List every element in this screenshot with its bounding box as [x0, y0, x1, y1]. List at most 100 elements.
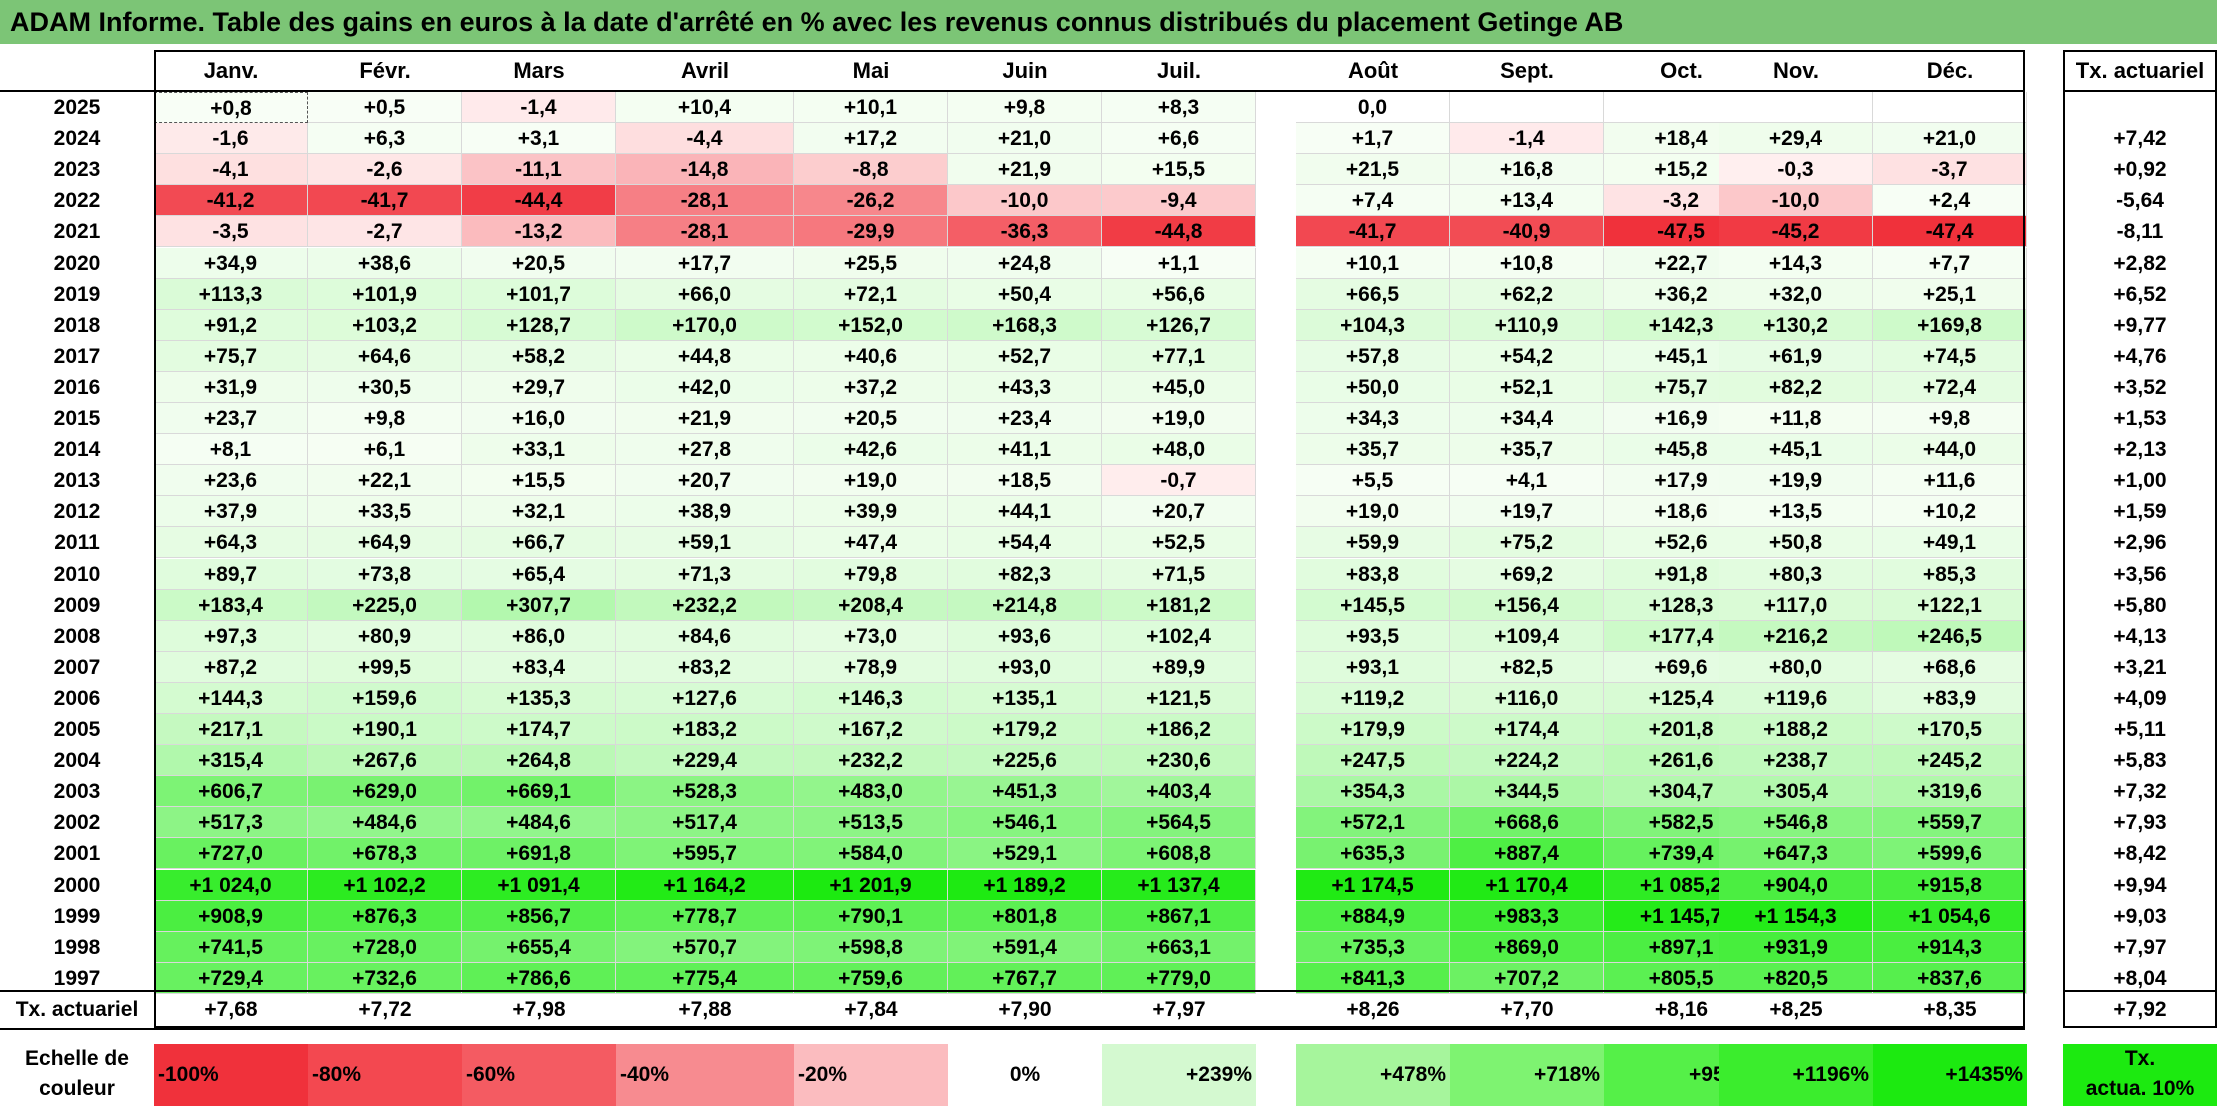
table-cell: +37,2 [794, 371, 948, 403]
table-cell: +66,0 [616, 278, 794, 310]
table-cell: +64,3 [154, 527, 308, 559]
table-cell: +87,2 [154, 651, 308, 683]
table-cell: +45,1 [1719, 434, 1873, 466]
row-year: 2010 [53, 562, 101, 586]
table-cell: +44,8 [616, 340, 794, 372]
table-cell: +1 189,2 [948, 869, 1102, 901]
row-year: 2023 [53, 158, 101, 182]
page-title: ADAM Informe. Table des gains en euros à… [0, 0, 2217, 44]
table-cell: -44,4 [462, 185, 616, 217]
table-cell: +8,3 [1102, 92, 1256, 124]
row-rate: +7,97 [2113, 935, 2167, 959]
legend-swatch: +478% [1296, 1044, 1450, 1106]
table-cell: +146,3 [794, 682, 948, 714]
table-cell: +174,4 [1450, 714, 1604, 746]
month-header: Nov. [1772, 58, 1820, 83]
table-cell: +52,7 [948, 340, 1102, 372]
table-cell: +904,0 [1719, 869, 1873, 901]
row-year: 2009 [53, 593, 101, 617]
month-header: Févr. [359, 58, 411, 83]
table-cell: -2,7 [308, 216, 462, 248]
table-cell: +779,0 [1102, 962, 1256, 994]
table-cell: +786,6 [462, 962, 616, 994]
table-cell: +1 024,0 [154, 869, 308, 901]
table-cell: +86,0 [462, 620, 616, 652]
table-cell: +691,8 [462, 838, 616, 870]
table-cell: +635,3 [1296, 838, 1450, 870]
table-cell: +24,8 [948, 247, 1102, 279]
table-cell: -28,1 [616, 185, 794, 217]
table-cell: +49,1 [1873, 527, 2027, 559]
table-cell: +83,8 [1296, 558, 1450, 590]
table-cell: +83,2 [616, 651, 794, 683]
table-cell: +13,5 [1719, 496, 1873, 528]
table-cell: +11,8 [1719, 403, 1873, 435]
table-cell: +50,4 [948, 278, 1102, 310]
table-cell [1719, 92, 1873, 124]
row-year: 2019 [53, 282, 101, 306]
row-year: 1998 [53, 935, 101, 959]
row-rate: +4,09 [2113, 686, 2167, 710]
table-cell: +101,9 [308, 278, 462, 310]
table-cell: +13,4 [1450, 185, 1604, 217]
table-cell: +152,0 [794, 309, 948, 341]
table-cell: +1 054,6 [1873, 900, 2027, 932]
table-cell: +0,8 [154, 92, 308, 124]
legend-swatch: +239% [1102, 1044, 1256, 1106]
table-cell: +9,8 [948, 92, 1102, 124]
table-cell: +517,4 [616, 807, 794, 839]
row-year: 2013 [53, 469, 101, 493]
table-cell: +82,2 [1719, 371, 1873, 403]
row-rate: +1,53 [2113, 407, 2167, 430]
table-cell: +25,1 [1873, 278, 2027, 310]
table-cell: +83,9 [1873, 682, 2027, 714]
table-cell: +931,9 [1719, 931, 1873, 963]
legend-swatch: 0% [948, 1044, 1102, 1106]
table-cell: +156,4 [1450, 589, 1604, 621]
table-cell: +668,6 [1450, 807, 1604, 839]
table-cell: -9,4 [1102, 185, 1256, 217]
table-cell: +34,4 [1450, 403, 1604, 435]
table-cell: +1,7 [1296, 123, 1450, 155]
table-cell: +64,9 [308, 527, 462, 559]
table-cell: -3,5 [154, 216, 308, 248]
month-header: Juin [1002, 58, 1048, 83]
row-rate: +9,94 [2113, 873, 2167, 897]
legend-swatch: -20% [794, 1044, 948, 1106]
table-cell: +38,9 [616, 496, 794, 528]
table-cell: +23,7 [154, 403, 308, 435]
table-cell: +82,5 [1450, 651, 1604, 683]
table-cell: +66,5 [1296, 278, 1450, 310]
table-cell: +599,6 [1873, 838, 2027, 870]
row-year: 2008 [53, 624, 101, 648]
table-cell: +103,2 [308, 309, 462, 341]
table-cell: +116,0 [1450, 682, 1604, 714]
table-cell: -11,1 [462, 154, 616, 186]
row-rate: +1,00 [2113, 469, 2167, 493]
table-cell: +74,5 [1873, 340, 2027, 372]
table-cell: +50,0 [1296, 371, 1450, 403]
legend-swatch: -40% [616, 1044, 794, 1106]
table-cell: +93,6 [948, 620, 1102, 652]
table-cell: +59,9 [1296, 527, 1450, 559]
table-cell: +29,4 [1719, 123, 1873, 155]
row-year: 2005 [53, 718, 101, 741]
month-header: Oct. [1660, 58, 1703, 83]
table-cell: +68,6 [1873, 651, 2027, 683]
table-cell: +230,6 [1102, 745, 1256, 777]
table-cell: +50,8 [1719, 527, 1873, 559]
rate-footer-divider [2063, 990, 2217, 992]
table-cell: +73,8 [308, 558, 462, 590]
table-cell: -45,2 [1719, 216, 1873, 248]
table-cell: -41,7 [1296, 216, 1450, 248]
row-year: 2012 [53, 500, 101, 524]
table-cell: +33,1 [462, 434, 616, 466]
table-cell: +64,6 [308, 340, 462, 372]
table-cell: +19,9 [1719, 465, 1873, 497]
table-cell: +759,6 [794, 962, 948, 994]
table-cell: +1 137,4 [1102, 869, 1256, 901]
footer-rate-cell: +8,35 [1923, 998, 1977, 1021]
table-cell: +655,4 [462, 931, 616, 963]
table-cell: +6,1 [308, 434, 462, 466]
row-rate: +8,04 [2113, 966, 2167, 990]
